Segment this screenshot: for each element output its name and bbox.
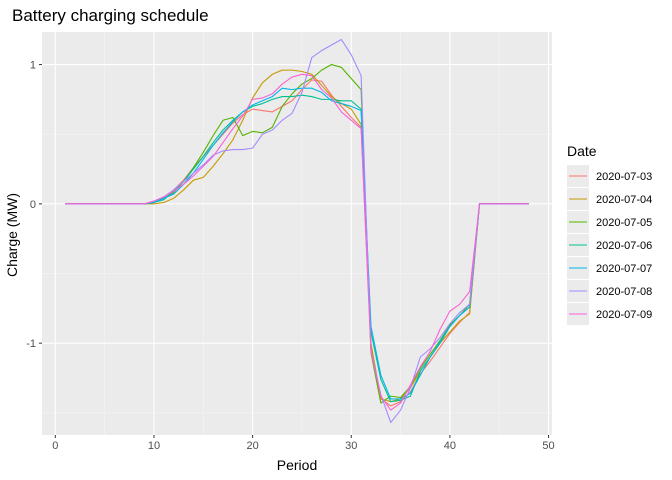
x-tick-label: 50 <box>542 440 554 452</box>
plot-panel <box>42 32 552 435</box>
legend-label: 2020-07-09 <box>596 309 652 321</box>
y-axis-title: Charge (MW) <box>4 193 20 277</box>
x-tick-label: 10 <box>148 440 160 452</box>
x-tick-label: 20 <box>246 440 258 452</box>
x-axis-title: Period <box>277 457 317 473</box>
legend-label: 2020-07-08 <box>596 286 652 298</box>
x-tick-label: 30 <box>345 440 357 452</box>
legend-item: 2020-07-07 <box>567 257 652 279</box>
x-tick-label: 0 <box>52 440 58 452</box>
legend-item: 2020-07-08 <box>567 280 652 302</box>
y-tick-label: 0 <box>30 199 36 211</box>
series-line-2020-07-09 <box>65 73 529 411</box>
legend-label: 2020-07-06 <box>596 240 652 252</box>
legend-title: Date <box>567 143 597 159</box>
legend-item: 2020-07-03 <box>567 165 652 187</box>
chart-title: Battery charging schedule <box>12 6 209 25</box>
legend: Date 2020-07-03 2020-07-04 2020-07-05 2020-… <box>567 143 652 325</box>
legend-item: 2020-07-06 <box>567 234 652 256</box>
x-tick-label: 40 <box>444 440 456 452</box>
panel-background <box>42 32 552 435</box>
axes: 0 10 20 30 40 50 -1 0 1 <box>26 60 554 452</box>
y-tick-label: 1 <box>30 60 36 72</box>
legend-label: 2020-07-04 <box>596 194 652 206</box>
legend-item: 2020-07-05 <box>567 211 652 233</box>
legend-label: 2020-07-03 <box>596 171 652 183</box>
legend-item: 2020-07-09 <box>567 303 652 325</box>
y-tick-label: -1 <box>26 338 36 350</box>
legend-label: 2020-07-07 <box>596 263 652 275</box>
legend-item: 2020-07-04 <box>567 188 652 210</box>
legend-label: 2020-07-05 <box>596 217 652 229</box>
